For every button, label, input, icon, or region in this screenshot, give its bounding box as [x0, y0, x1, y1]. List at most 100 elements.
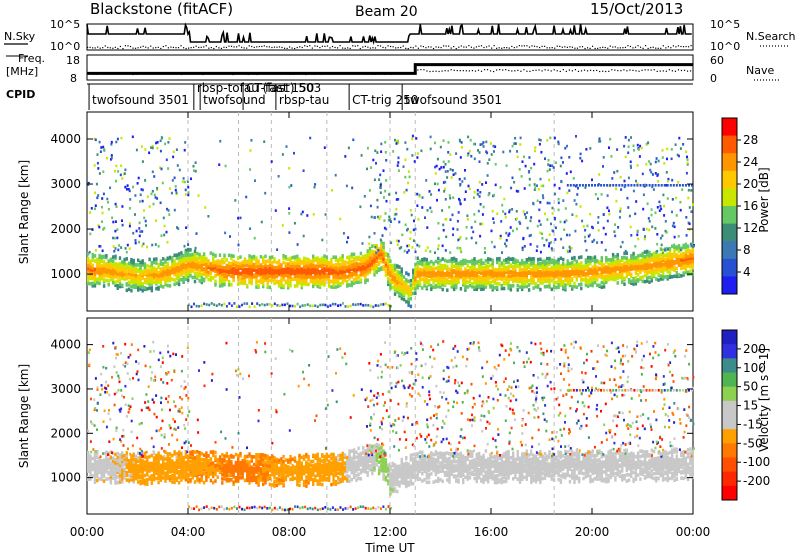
heatmap-cell	[372, 158, 375, 162]
heatmap-cell	[509, 149, 512, 153]
heatmap-cell	[205, 259, 208, 263]
heatmap-cell	[686, 247, 690, 251]
heatmap-cell	[421, 257, 424, 262]
heatmap-cell	[136, 182, 139, 185]
heatmap-cell	[611, 266, 615, 270]
heatmap-cell	[243, 279, 247, 284]
heatmap-cell	[186, 180, 189, 183]
nsearch-point	[662, 45, 664, 47]
heatmap-cell	[245, 195, 248, 199]
heatmap-cell	[316, 278, 319, 282]
heatmap-cell	[368, 242, 371, 246]
heatmap-cell	[125, 458, 128, 462]
heatmap-cell	[507, 269, 510, 273]
heatmap-cell	[491, 258, 494, 263]
heatmap-cell	[103, 148, 106, 151]
heatmap-cell	[144, 219, 147, 223]
heatmap-cell	[143, 454, 147, 458]
colorbar-swatch	[722, 188, 737, 207]
heatmap-cell	[651, 185, 654, 189]
heatmap-cell	[248, 271, 251, 276]
heatmap-cell	[498, 276, 501, 280]
heatmap-cell	[134, 194, 137, 197]
heatmap-cell	[537, 257, 540, 262]
heatmap-cell	[395, 239, 398, 242]
nsearch-point	[642, 47, 644, 49]
heatmap-cell	[128, 207, 131, 210]
heatmap-cell	[664, 253, 667, 258]
heatmap-cell	[318, 264, 322, 268]
nsearch-point	[203, 46, 205, 48]
heatmap-cell	[589, 279, 592, 284]
heatmap-cell	[268, 266, 272, 271]
heatmap-cell	[641, 172, 644, 176]
heatmap-cell	[524, 164, 527, 168]
heatmap-cell	[293, 257, 297, 261]
heatmap-cell	[442, 160, 445, 164]
heatmap-cell	[102, 228, 105, 231]
heatmap-cell	[107, 457, 110, 462]
heatmap-cell	[483, 247, 486, 250]
heatmap-cell	[296, 267, 299, 271]
heatmap-cell	[98, 245, 101, 248]
heatmap-cell	[634, 245, 637, 248]
heatmap-cell	[243, 263, 247, 267]
heatmap-cell	[219, 139, 222, 143]
heatmap-cell	[677, 254, 681, 258]
heatmap-cell	[98, 281, 101, 286]
heatmap-cell	[221, 279, 224, 283]
heatmap-cell	[341, 269, 344, 274]
nave-point	[265, 72, 267, 74]
heatmap-cell	[438, 167, 441, 171]
heatmap-cell	[123, 272, 126, 276]
heatmap-cell	[394, 138, 396, 142]
heatmap-cell	[498, 282, 501, 286]
heatmap-cell	[116, 279, 119, 283]
heatmap-cell	[325, 255, 328, 259]
heatmap-cell	[359, 269, 363, 274]
heatmap-cell	[225, 305, 228, 308]
heatmap-cell	[664, 257, 667, 262]
nave-point	[138, 73, 140, 75]
nave-point	[90, 72, 92, 75]
nsearch-point	[114, 46, 116, 48]
heatmap-cell	[406, 244, 409, 248]
heatmap-cell	[625, 251, 628, 255]
heatmap-cell	[143, 277, 147, 282]
heatmap-cell	[532, 269, 535, 274]
heatmap-cell	[155, 278, 158, 282]
heatmap-cell	[274, 209, 277, 212]
heatmap-cell	[343, 260, 347, 264]
heatmap-cell	[673, 235, 676, 239]
heatmap-cell	[463, 177, 466, 180]
heatmap-cell	[682, 243, 685, 248]
heatmap-cell	[359, 302, 362, 306]
heatmap-cell	[162, 285, 165, 289]
heatmap-cell	[134, 460, 138, 465]
nsearch-point	[175, 47, 177, 49]
heatmap-cell	[89, 261, 92, 266]
heatmap-cell	[118, 479, 122, 484]
heatmap-cell	[134, 266, 138, 270]
heatmap-cell	[89, 259, 92, 264]
heatmap-cell	[243, 302, 246, 305]
heatmap-cell	[318, 257, 322, 262]
heatmap-cell	[364, 256, 367, 261]
nave-point	[474, 70, 477, 72]
heatmap-cell	[300, 280, 303, 285]
heatmap-cell	[153, 193, 156, 197]
heatmap-cell	[137, 464, 140, 468]
nave-point	[177, 72, 180, 74]
heatmap-cell	[597, 221, 600, 224]
nsearch-point	[682, 46, 685, 48]
heatmap-cell	[371, 265, 374, 270]
nave-point	[362, 72, 364, 74]
nave-point	[344, 72, 346, 74]
heatmap-cell	[132, 185, 134, 189]
nsearch-point	[104, 45, 106, 47]
heatmap-cell	[392, 150, 395, 153]
heatmap-cell	[285, 145, 288, 148]
heatmap-cell	[455, 273, 458, 278]
heatmap-cell	[168, 475, 172, 479]
